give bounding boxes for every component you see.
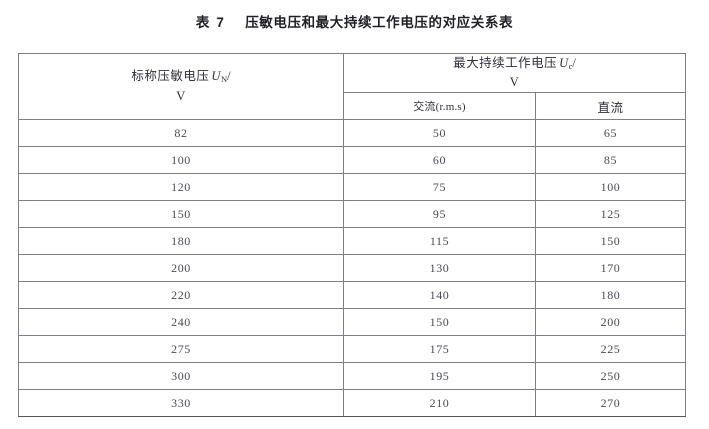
table-row: 275 175 225 <box>18 335 686 363</box>
cell-nominal-voltage: 180 <box>18 227 344 255</box>
symbol-U-nominal-subscript: N <box>220 73 228 84</box>
header-dc-label: 直流 <box>597 100 624 115</box>
cell-ac-rms-voltage: 115 <box>343 227 536 255</box>
table-row: 200 130 170 <box>18 254 686 282</box>
cell-dc-voltage: 170 <box>535 254 686 282</box>
table-container: 标称压敏电压 UN/ V 最大持续工作电压 Uc/ V 交流(r.m.s) 直流 <box>18 53 686 417</box>
cell-nominal-voltage: 330 <box>18 389 344 417</box>
header-row-primary: 标称压敏电压 UN/ V 最大持续工作电压 Uc/ V <box>18 53 686 120</box>
cell-nominal-voltage: 275 <box>18 335 344 363</box>
table-row: 240 150 200 <box>18 308 686 336</box>
cell-dc-voltage: 150 <box>535 227 686 255</box>
header-ac-rms-label: 交流(r.m.s) <box>413 101 466 113</box>
symbol-U-continuous-subscript: c <box>568 61 573 72</box>
table-row: 180 115 150 <box>18 227 686 255</box>
caption-label: 表 <box>195 15 210 30</box>
cell-ac-rms-voltage: 175 <box>343 335 536 363</box>
table-row: 82 50 65 <box>18 119 686 147</box>
header-nominal-symbol: UN <box>209 69 228 84</box>
header-ac-rms: 交流(r.m.s) <box>343 92 536 120</box>
header-nominal-slash: / <box>227 69 231 84</box>
cell-dc-voltage: 85 <box>535 146 686 174</box>
caption-number: 7 <box>216 15 225 30</box>
cell-nominal-voltage: 220 <box>18 281 344 309</box>
cell-nominal-voltage: 150 <box>18 200 344 228</box>
cell-ac-rms-voltage: 50 <box>343 119 536 147</box>
header-mcov-label: 最大持续工作电压 <box>453 56 558 71</box>
table-row: 100 60 85 <box>18 146 686 174</box>
table-body: 82 50 65 100 60 85 120 75 100 150 95 125 180 115 150 20… <box>18 119 686 417</box>
caption-text: 压敏电压和最大持续工作电压的对应关系表 <box>245 15 514 30</box>
symbol-U-nominal: U <box>211 69 221 84</box>
cell-ac-rms-voltage: 140 <box>343 281 536 309</box>
cell-ac-rms-voltage: 150 <box>343 308 536 336</box>
cell-ac-rms-voltage: 75 <box>343 173 536 201</box>
cell-dc-voltage: 225 <box>535 335 686 363</box>
cell-nominal-voltage: 300 <box>18 362 344 390</box>
header-mcov-slash: / <box>572 56 576 71</box>
cell-ac-rms-voltage: 195 <box>343 362 536 390</box>
cell-ac-rms-voltage: 210 <box>343 389 536 417</box>
header-nominal-varistor-voltage: 标称压敏电压 UN/ V <box>18 53 344 120</box>
table-row: 300 195 250 <box>18 362 686 390</box>
voltage-correspondence-table: 标称压敏电压 UN/ V 最大持续工作电压 Uc/ V 交流(r.m.s) 直流 <box>18 53 686 417</box>
symbol-U-continuous: U <box>559 56 569 71</box>
cell-ac-rms-voltage: 95 <box>343 200 536 228</box>
cell-dc-voltage: 270 <box>535 389 686 417</box>
cell-dc-voltage: 200 <box>535 308 686 336</box>
cell-nominal-voltage: 120 <box>18 173 344 201</box>
cell-nominal-voltage: 82 <box>18 119 344 147</box>
header-row-secondary: 交流(r.m.s) 直流 <box>19 92 686 120</box>
table-row: 150 95 125 <box>18 200 686 228</box>
cell-dc-voltage: 65 <box>535 119 686 147</box>
table-row: 220 140 180 <box>18 281 686 309</box>
table-head: 标称压敏电压 UN/ V 最大持续工作电压 Uc/ V 交流(r.m.s) 直流 <box>18 53 686 120</box>
table-row: 330 210 270 <box>18 389 686 417</box>
cell-dc-voltage: 180 <box>535 281 686 309</box>
cell-nominal-voltage: 100 <box>18 146 344 174</box>
header-mcov-unit: V <box>509 75 520 89</box>
header-dc: 直流 <box>535 92 686 120</box>
cell-dc-voltage: 125 <box>535 200 686 228</box>
header-nominal-unit: V <box>176 88 186 103</box>
cell-nominal-voltage: 200 <box>18 254 344 282</box>
cell-dc-voltage: 250 <box>535 362 686 390</box>
header-nominal-label: 标称压敏电压 <box>131 69 210 84</box>
table-row: 120 75 100 <box>18 173 686 201</box>
cell-ac-rms-voltage: 60 <box>343 146 536 174</box>
cell-dc-voltage: 100 <box>535 173 686 201</box>
cell-ac-rms-voltage: 130 <box>343 254 536 282</box>
cell-nominal-voltage: 240 <box>18 308 344 336</box>
table-caption: 表 7 压敏电压和最大持续工作电压的对应关系表 <box>0 11 709 31</box>
header-max-continuous-voltage: 最大持续工作电压 Uc/ V <box>343 53 686 93</box>
header-mcov-symbol: Uc <box>557 56 573 72</box>
